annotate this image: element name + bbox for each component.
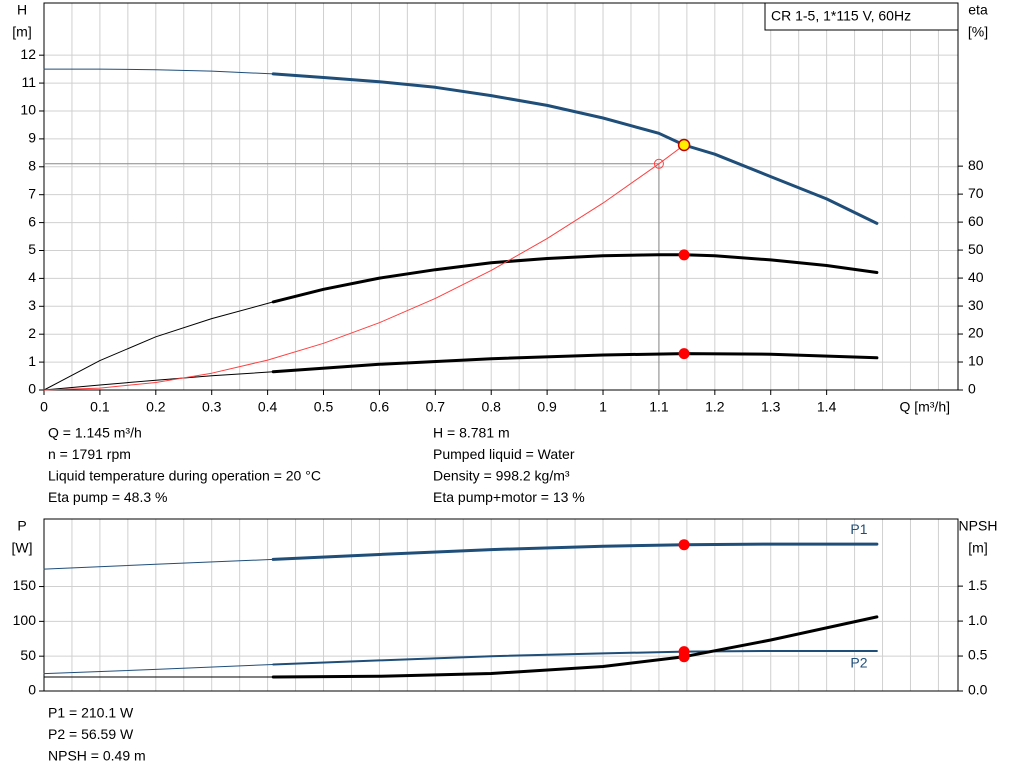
- x-tick-label: 1.3: [761, 399, 781, 415]
- y2-tick-label: 80: [968, 157, 984, 173]
- plot-area: [44, 519, 958, 691]
- plot-area: [44, 3, 958, 390]
- y2-tick-label: 0.0: [968, 682, 988, 698]
- plot-border: [43, 2, 959, 391]
- y2-tick-label: 40: [968, 269, 984, 285]
- y2-axis-unit: [m]: [968, 540, 987, 556]
- y2-tick-label: 0: [968, 381, 976, 397]
- y-tick-label: 100: [13, 612, 37, 628]
- info-text: Density = 998.2 kg/m³: [433, 468, 570, 484]
- title-box-label: CR 1-5, 1*115 V, 60Hz: [771, 8, 911, 24]
- y2-axis-unit: [%]: [968, 24, 988, 40]
- y-axis-unit: [W]: [12, 540, 33, 556]
- y-axis-label: H: [17, 2, 27, 18]
- y2-tick-label: 60: [968, 213, 984, 229]
- y2-axis-label: NPSH: [959, 518, 998, 534]
- y-tick-label: 8: [28, 157, 36, 173]
- info-text: P2 = 56.59 W: [48, 726, 134, 742]
- y2-tick-label: 10: [968, 353, 984, 369]
- operating-point: [678, 539, 690, 551]
- x-tick-label: 1.4: [817, 399, 837, 415]
- x-axis-label: Q [m³/h]: [899, 399, 950, 415]
- x-tick-label: 1.2: [705, 399, 725, 415]
- x-tick-label: 0.2: [146, 399, 166, 415]
- x-tick-label: 0: [40, 399, 48, 415]
- curve: [272, 650, 878, 666]
- y2-tick-label: 0.5: [968, 647, 988, 663]
- info-text: NPSH = 0.49 m: [48, 748, 146, 764]
- curve: [43, 68, 274, 75]
- y2-tick-label: 50: [968, 241, 984, 257]
- x-tick-label: 1.1: [649, 399, 669, 415]
- operating-point: [677, 138, 691, 152]
- info-text: Pumped liquid = Water: [433, 446, 575, 462]
- y2-axis-label: eta: [968, 2, 988, 18]
- info-text: Q = 1.145 m³/h: [48, 425, 142, 441]
- y-tick-label: 11: [21, 74, 36, 90]
- operating-point: [678, 348, 690, 360]
- x-tick-label: 0.5: [314, 399, 334, 415]
- plot-border: [43, 518, 959, 692]
- x-tick-label: 1: [599, 399, 607, 415]
- x-tick-label: 0.3: [202, 399, 222, 415]
- curve: [271, 253, 879, 304]
- operating-point: [678, 249, 690, 261]
- y-tick-label: 50: [20, 647, 36, 663]
- y2-tick-label: 70: [968, 185, 984, 201]
- curve: [43, 371, 274, 391]
- info-text: Eta pump+motor = 13 %: [433, 489, 585, 505]
- curve: [271, 615, 879, 679]
- y-tick-label: 2: [28, 325, 36, 341]
- x-tick-label: 0.4: [258, 399, 278, 415]
- curve: [43, 558, 274, 570]
- info-text: H = 8.781 m: [433, 425, 510, 441]
- y-tick-label: 7: [28, 185, 36, 201]
- reference-point: [653, 158, 664, 169]
- y-axis-label: P: [17, 518, 26, 534]
- info-text: Liquid temperature during operation = 20…: [48, 468, 321, 484]
- curve: [271, 72, 879, 225]
- y2-tick-label: 1.5: [968, 577, 988, 593]
- curve: [43, 664, 274, 675]
- x-tick-label: 0.6: [370, 399, 390, 415]
- curve: [271, 542, 879, 561]
- y-tick-label: 150: [13, 577, 37, 593]
- y-tick-label: 0: [28, 682, 36, 698]
- y2-tick-label: 20: [968, 325, 984, 341]
- y-tick-label: 6: [28, 213, 36, 229]
- curve: [43, 301, 274, 391]
- info-text: P1 = 210.1 W: [48, 705, 134, 721]
- y-tick-label: 5: [28, 241, 36, 257]
- y2-tick-label: 30: [968, 297, 984, 313]
- y-tick-label: 1: [28, 353, 36, 369]
- series-label: P1: [850, 521, 867, 537]
- y-axis-unit: [m]: [12, 24, 31, 40]
- info-text: Eta pump = 48.3 %: [48, 489, 167, 505]
- x-tick-label: 0.1: [90, 399, 110, 415]
- y-tick-label: 0: [28, 381, 36, 397]
- y-tick-label: 10: [20, 102, 36, 118]
- title-box: [764, 2, 959, 31]
- operating-point: [678, 651, 690, 663]
- x-tick-label: 0.8: [481, 399, 501, 415]
- y-tick-label: 3: [28, 297, 36, 313]
- y-tick-label: 9: [28, 130, 36, 146]
- x-tick-label: 0.7: [426, 399, 446, 415]
- info-text: n = 1791 rpm: [48, 446, 131, 462]
- y-tick-label: 4: [28, 269, 36, 285]
- curve: [271, 352, 879, 374]
- x-tick-label: 0.9: [537, 399, 557, 415]
- y2-tick-label: 1.0: [968, 612, 988, 628]
- y-tick-label: 12: [20, 46, 36, 62]
- curve: [43, 144, 685, 391]
- series-label: P2: [850, 655, 867, 671]
